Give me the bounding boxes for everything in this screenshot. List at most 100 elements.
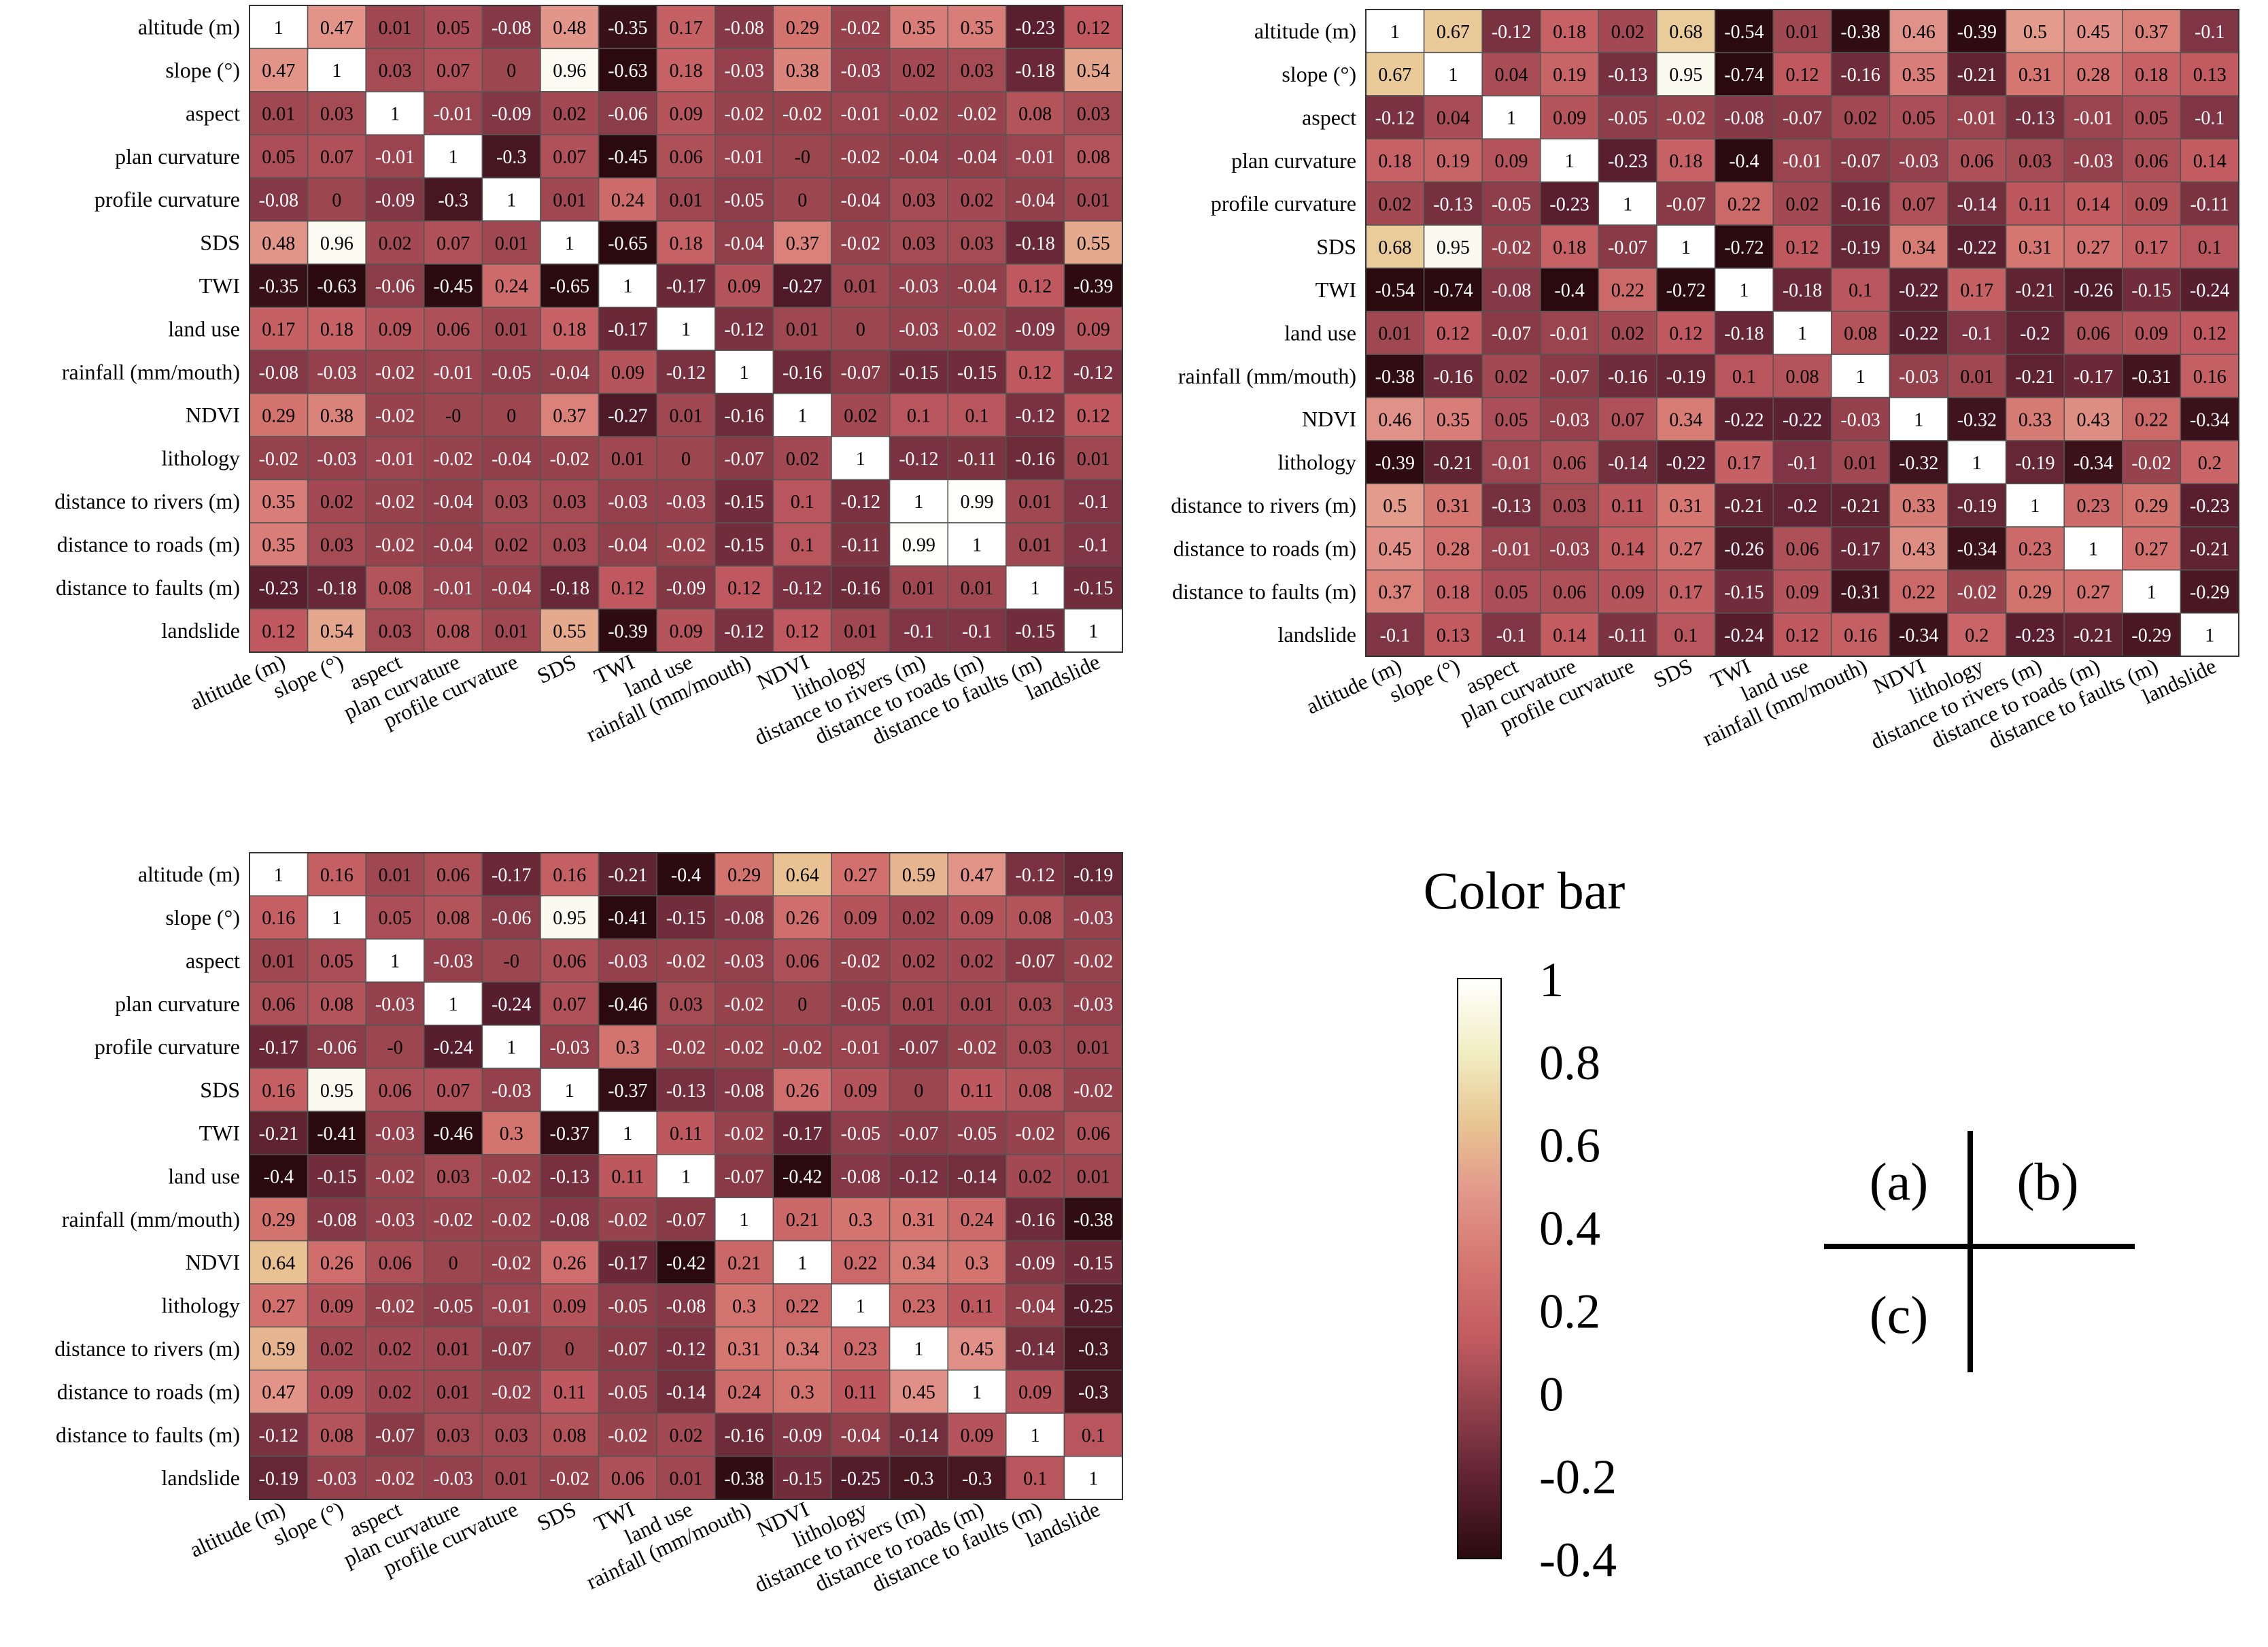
heatmap-cell (598, 852, 657, 897)
row-label-sds: SDS (1316, 235, 1356, 259)
cell-value: -0.07 (1783, 108, 1822, 129)
heatmap-cell (1365, 181, 1425, 226)
cell-value: 1 (797, 1253, 807, 1274)
heatmap-cell (831, 1197, 891, 1242)
heatmap-cell (889, 608, 948, 653)
heatmap-cell (1772, 483, 1832, 528)
heatmap-cell (1063, 392, 1123, 437)
cell-value: 0.05 (436, 18, 470, 39)
cell-value: 0.13 (1437, 625, 1470, 646)
heatmap-cell (947, 91, 1007, 135)
heatmap-cell (656, 307, 716, 351)
heatmap-cell (249, 1240, 309, 1285)
cell-value: 0.01 (1018, 492, 1052, 513)
cell-value: 0.1 (1023, 1468, 1047, 1489)
cell-value: -0.1 (1078, 492, 1108, 513)
cell-value: -0 (504, 951, 519, 972)
cell-value: -0.63 (608, 61, 647, 82)
cell-value: -0.14 (1957, 194, 1997, 215)
cell-value: 0.01 (1786, 22, 1819, 43)
cell-value: -0.46 (433, 1123, 472, 1144)
heatmap-cell (1006, 1110, 1065, 1155)
heatmap-cell (1540, 224, 1600, 269)
heatmap-cell (1656, 526, 1716, 571)
cell-value: 0.01 (1077, 1167, 1110, 1188)
heatmap-cell (481, 1455, 541, 1500)
cell-value: 0.05 (1902, 108, 1936, 129)
cell-value: -0.15 (1724, 582, 1764, 603)
cell-value: -0.03 (666, 492, 706, 513)
cell-value: -0.07 (899, 1123, 938, 1144)
heatmap-cell (947, 1197, 1007, 1242)
cell-value: 0.29 (2018, 582, 2052, 603)
cell-value: -0.19 (259, 1468, 298, 1489)
cell-value: -0.08 (259, 190, 298, 211)
heatmap-cell (1365, 354, 1425, 398)
heatmap-cell (2063, 181, 2123, 226)
heatmap-cell (424, 48, 483, 92)
cell-value: -0.34 (2074, 453, 2113, 474)
cell-value: 0.47 (320, 18, 354, 39)
heatmap-cell (889, 91, 948, 135)
colorbar-tick-label: 0.2 (1539, 1284, 1600, 1338)
cell-value: 1 (1031, 578, 1040, 599)
heatmap-cell (772, 91, 832, 135)
cell-value: 0 (797, 190, 807, 211)
cell-value: 0.22 (1728, 194, 1761, 215)
cell-value: 0.16 (553, 865, 586, 886)
cell-value: 0.09 (844, 908, 877, 929)
cell-value: -0.02 (492, 1210, 531, 1231)
cell-value: 1 (1739, 280, 1749, 301)
heatmap-cell (2122, 440, 2182, 485)
cell-value: 0.34 (1669, 409, 1702, 430)
row-label-land-use: land use (1284, 320, 1356, 345)
cell-value: -0.01 (433, 104, 472, 125)
cell-value: 0.46 (1902, 22, 1936, 43)
cell-value: -0.23 (1549, 194, 1589, 215)
heatmap-cell (424, 565, 483, 610)
heatmap-cell (540, 895, 600, 940)
cell-value: -0.35 (608, 18, 647, 39)
cell-value: 1 (1565, 151, 1575, 172)
cell-value: 0.24 (727, 1382, 761, 1404)
heatmap-cell (772, 852, 832, 897)
cell-value: 0.07 (1902, 194, 1936, 215)
cell-value: -0.07 (1840, 151, 1880, 172)
heatmap-cell (1006, 307, 1065, 351)
heatmap-cell (2063, 311, 2123, 355)
cell-value: 0.08 (553, 1425, 586, 1446)
cell-value: -0.07 (724, 1167, 763, 1188)
heatmap-cell (889, 263, 948, 308)
heatmap-cell (1365, 526, 1425, 571)
cell-value: -0.13 (1492, 496, 1531, 517)
cell-value: -0.02 (724, 1123, 763, 1144)
cell-value: 0 (914, 1081, 923, 1102)
heatmap-cell (598, 522, 657, 566)
cell-value: 0.27 (2077, 582, 2110, 603)
cell-value: -0.4 (264, 1167, 294, 1188)
cell-value: 1 (506, 190, 516, 211)
column-label-sds: SDS (533, 1497, 579, 1535)
cell-value: -0 (387, 1037, 402, 1058)
cell-value: 0.34 (1902, 237, 1936, 258)
cell-value: -0.02 (492, 1382, 531, 1404)
row-label-lithology: lithology (1277, 450, 1356, 475)
heatmap-cell (598, 1370, 657, 1414)
heatmap-cell (249, 263, 309, 308)
heatmap-cell (249, 1024, 309, 1069)
heatmap-cell (424, 134, 483, 179)
cell-value: 1 (2205, 625, 2214, 646)
cell-value: -0.39 (1073, 276, 1113, 297)
heatmap-cell (598, 392, 657, 437)
cell-value: 0.02 (961, 951, 994, 972)
cell-value: 0.01 (262, 104, 295, 125)
cell-value: -0.12 (1015, 405, 1054, 426)
heatmap-cell (307, 307, 366, 351)
heatmap-cell (947, 938, 1007, 983)
cell-value: -0.32 (1957, 409, 1997, 430)
cell-value: 0.27 (2077, 237, 2110, 258)
heatmap-cell (1423, 224, 1483, 269)
heatmap-cell (1598, 569, 1657, 614)
heatmap-cell (947, 1412, 1007, 1457)
